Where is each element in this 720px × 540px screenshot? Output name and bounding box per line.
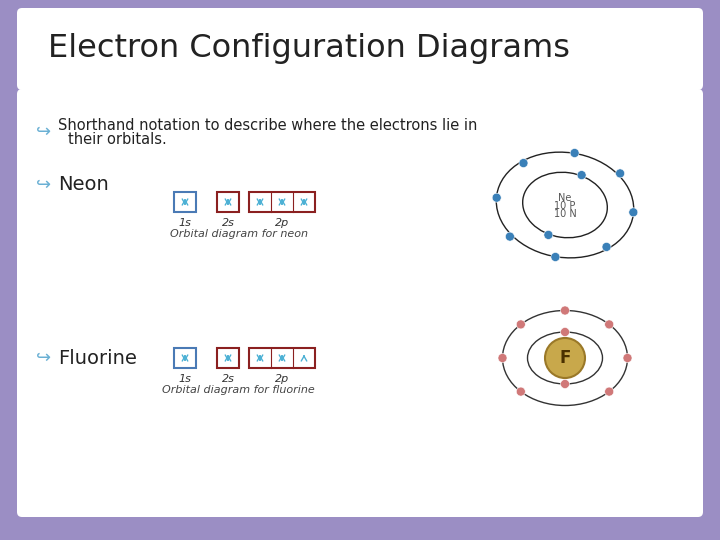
Text: 2s: 2s — [222, 218, 235, 228]
Circle shape — [498, 354, 507, 362]
Text: 1s: 1s — [179, 374, 192, 384]
Circle shape — [560, 327, 570, 336]
Bar — [174, 192, 196, 212]
Text: Neon: Neon — [58, 176, 109, 194]
Circle shape — [605, 387, 613, 396]
Circle shape — [544, 231, 553, 239]
Bar — [249, 192, 315, 212]
Bar — [249, 348, 315, 368]
Text: 10 P: 10 P — [554, 201, 576, 211]
Text: Orbital diagram for neon: Orbital diagram for neon — [169, 229, 307, 239]
Text: 2p: 2p — [275, 218, 289, 228]
Circle shape — [560, 306, 570, 315]
Bar — [174, 348, 196, 368]
Circle shape — [577, 171, 586, 180]
Bar — [217, 348, 239, 368]
Text: ↪: ↪ — [36, 123, 51, 141]
Circle shape — [516, 387, 526, 396]
Circle shape — [629, 208, 638, 217]
Text: ↪: ↪ — [36, 176, 51, 194]
Text: Shorthand notation to describe where the electrons lie in: Shorthand notation to describe where the… — [58, 118, 477, 132]
Circle shape — [623, 354, 632, 362]
FancyBboxPatch shape — [17, 8, 703, 90]
Text: Ne: Ne — [558, 193, 572, 203]
Bar — [217, 192, 239, 212]
Text: 2p: 2p — [275, 374, 289, 384]
Circle shape — [519, 159, 528, 167]
Circle shape — [570, 148, 579, 158]
Text: ↪: ↪ — [36, 349, 51, 367]
Text: 1s: 1s — [179, 218, 192, 228]
Text: Fluorine: Fluorine — [58, 348, 137, 368]
Circle shape — [545, 338, 585, 378]
Text: F: F — [559, 349, 571, 367]
Circle shape — [505, 232, 514, 241]
Circle shape — [560, 380, 570, 388]
Text: Orbital diagram for fluorine: Orbital diagram for fluorine — [162, 385, 315, 395]
Text: Electron Configuration Diagrams: Electron Configuration Diagrams — [48, 33, 570, 64]
Circle shape — [602, 242, 611, 252]
Circle shape — [492, 193, 501, 202]
Circle shape — [516, 320, 526, 329]
Circle shape — [551, 253, 560, 261]
FancyBboxPatch shape — [17, 89, 703, 517]
Text: 2s: 2s — [222, 374, 235, 384]
Circle shape — [616, 169, 625, 178]
Text: 10 N: 10 N — [554, 209, 577, 219]
Circle shape — [605, 320, 613, 329]
Text: their orbitals.: their orbitals. — [68, 132, 167, 147]
